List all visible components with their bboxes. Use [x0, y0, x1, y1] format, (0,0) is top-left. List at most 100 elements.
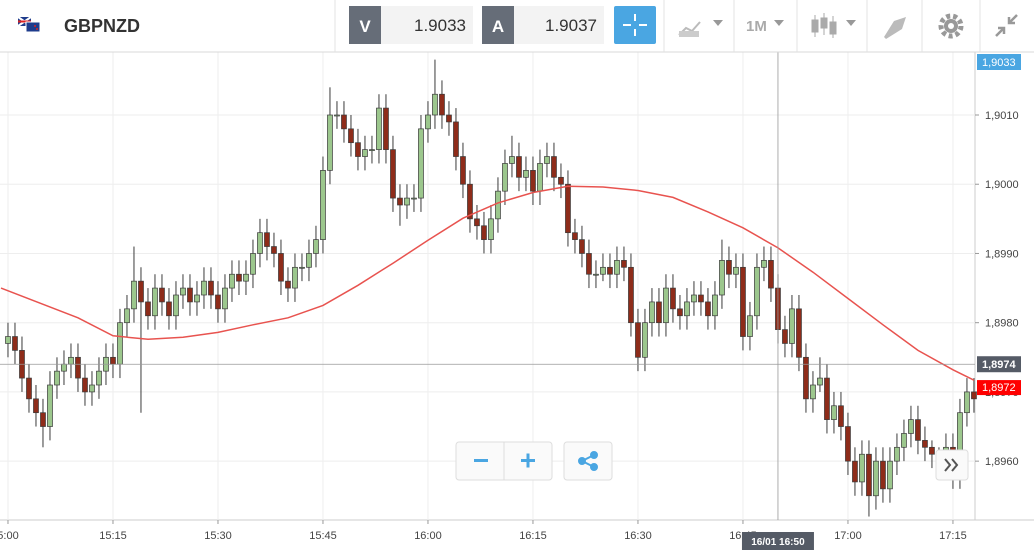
candle-body	[362, 149, 368, 157]
candle-body	[670, 287, 676, 310]
crosshair-tag	[741, 532, 814, 550]
candle-body	[264, 232, 270, 247]
candle-body	[313, 239, 319, 254]
candle-body	[915, 419, 921, 441]
candle-body	[278, 253, 284, 282]
bid-price: 1.9033	[414, 16, 466, 35]
candle-body	[628, 266, 634, 324]
bid-button[interactable]	[349, 6, 381, 44]
candle-body	[964, 391, 970, 414]
candle-body	[649, 301, 655, 324]
candle-body	[383, 107, 389, 150]
candle-body	[5, 336, 11, 344]
candle-body	[691, 294, 697, 303]
bid-box	[381, 6, 473, 44]
pinned-price-tag	[977, 54, 1021, 70]
candle-body	[460, 156, 466, 185]
candle-body	[26, 377, 32, 400]
candle-body	[208, 280, 214, 296]
candle-body	[152, 287, 158, 317]
candle-body	[397, 197, 403, 206]
candle-body	[404, 197, 410, 206]
candle-body	[432, 93, 438, 116]
candle-body	[908, 419, 914, 434]
settings-button[interactable]	[938, 13, 964, 39]
share-button[interactable]	[563, 441, 613, 481]
x-tick-label: 15:45	[309, 530, 337, 542]
candle-body	[306, 253, 312, 268]
zoom-out-button[interactable]	[474, 459, 488, 462]
candle-body	[411, 197, 417, 200]
candle-body	[376, 107, 382, 150]
symbol: GBPNZD	[64, 16, 140, 36]
candle-body	[173, 294, 179, 317]
candle-body	[733, 266, 739, 275]
candle-body	[607, 266, 613, 275]
draw-tool[interactable]	[884, 17, 906, 39]
candle-body	[138, 280, 144, 303]
bid-label: V	[359, 17, 371, 36]
price-line-tag	[977, 356, 1021, 373]
candle-body	[719, 260, 725, 296]
chart-type-tool[interactable]	[811, 13, 856, 38]
x-tick-label: 16:30	[624, 530, 652, 542]
x-tick-label: 17:00	[834, 530, 862, 542]
scroll-icon	[944, 458, 959, 472]
candle-body	[187, 287, 193, 303]
indicator-tool[interactable]	[678, 20, 723, 37]
y-tick-label: 1,9010	[985, 110, 1019, 122]
candle-body	[299, 266, 305, 269]
candle-body	[243, 273, 249, 282]
candle-body	[600, 266, 606, 275]
x-tick-label: 16:15	[519, 530, 547, 542]
candle-body	[845, 426, 851, 462]
last-price-tag	[977, 380, 1021, 396]
crosshair-tool[interactable]	[614, 6, 656, 44]
candle-body	[222, 287, 228, 310]
candle-body	[866, 453, 872, 497]
candle-body	[439, 93, 445, 116]
candle-body	[131, 280, 137, 310]
candle-body	[894, 446, 900, 462]
moving-average-line	[0, 185, 975, 381]
scroll-right-button[interactable]	[935, 449, 969, 481]
candle-body	[145, 301, 151, 317]
candle-body	[817, 377, 823, 386]
candle-body	[68, 356, 74, 365]
candle-body	[390, 149, 396, 199]
candle-body	[761, 260, 767, 268]
candle-body	[355, 142, 361, 157]
candle-body	[880, 460, 886, 490]
candle-body	[250, 253, 256, 275]
candle-body	[215, 294, 221, 310]
candle-body	[677, 308, 683, 317]
crosshair-label: 16/01 16:50	[751, 537, 805, 548]
x-tick-label: 16:00	[414, 530, 442, 542]
candle-body	[117, 322, 123, 365]
ask-button[interactable]	[482, 6, 514, 44]
candle-body	[201, 280, 207, 296]
candle-body	[684, 301, 690, 317]
x-tick-label: 5:00	[0, 530, 19, 542]
candle-body	[96, 370, 102, 386]
candle-body	[159, 287, 165, 303]
x-tick-label: 15:15	[99, 530, 127, 542]
candle-body	[579, 239, 585, 254]
candle-body	[110, 356, 116, 365]
zoom-in-button[interactable]	[521, 453, 535, 468]
toolbar: GBPNZD V 1.9033 A 1.9037 1M	[0, 0, 1034, 53]
candle-body	[971, 391, 977, 400]
candle-body	[922, 440, 928, 448]
candle-body	[803, 356, 809, 400]
candle-body	[229, 273, 235, 289]
candle-body	[726, 260, 732, 275]
timeframe[interactable]: 1M	[746, 18, 767, 35]
candle-body	[796, 308, 802, 358]
y-tick-label: 1,8990	[985, 248, 1019, 260]
candle-body	[782, 329, 788, 344]
candle-body	[446, 114, 452, 123]
candle-body	[236, 273, 242, 282]
collapse-button[interactable]	[995, 14, 1018, 37]
candle-body	[586, 253, 592, 275]
